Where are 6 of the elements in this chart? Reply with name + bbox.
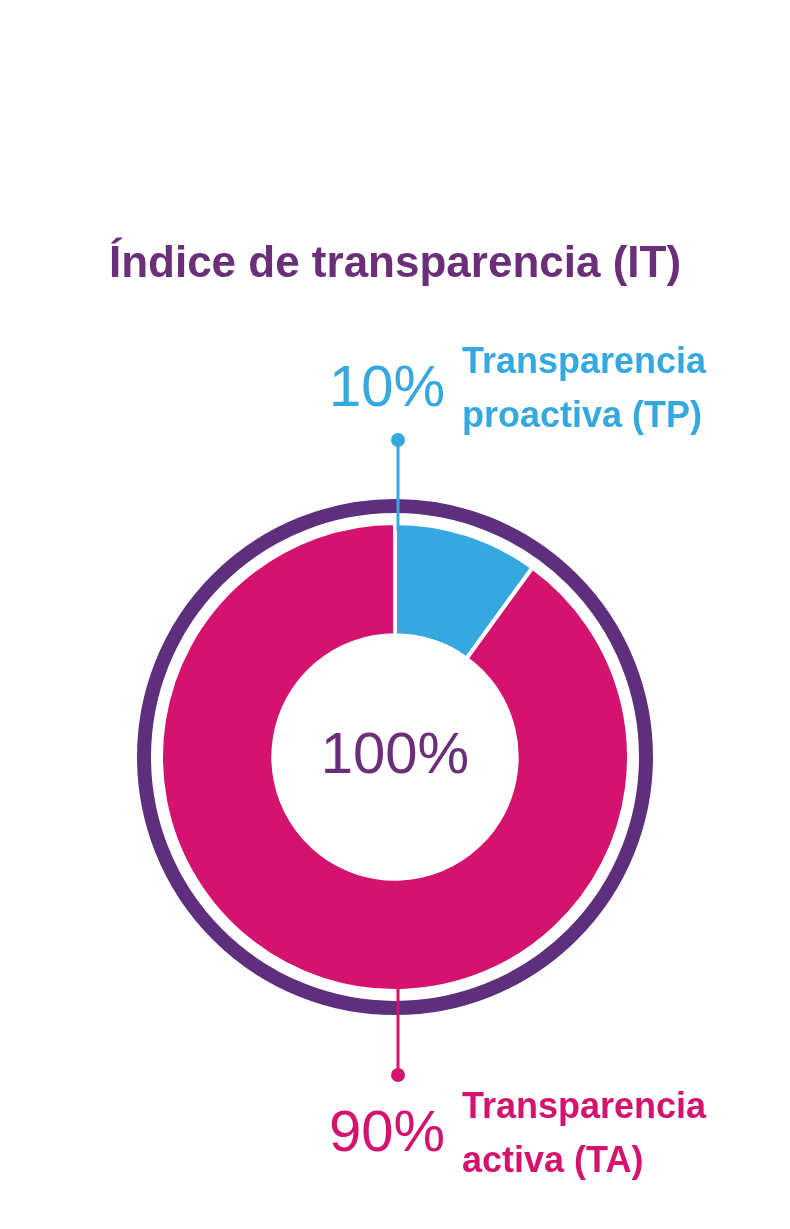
data-label: 10% bbox=[328, 353, 445, 418]
chart-title: Índice de transparencia (IT) bbox=[108, 237, 682, 287]
text: 100% bbox=[320, 720, 470, 785]
data-label: 90% bbox=[328, 1098, 445, 1163]
slice-label: Transparencia proactiva (TP) bbox=[462, 339, 708, 435]
slice-label: Transparencia activa (TA) bbox=[462, 1084, 708, 1180]
